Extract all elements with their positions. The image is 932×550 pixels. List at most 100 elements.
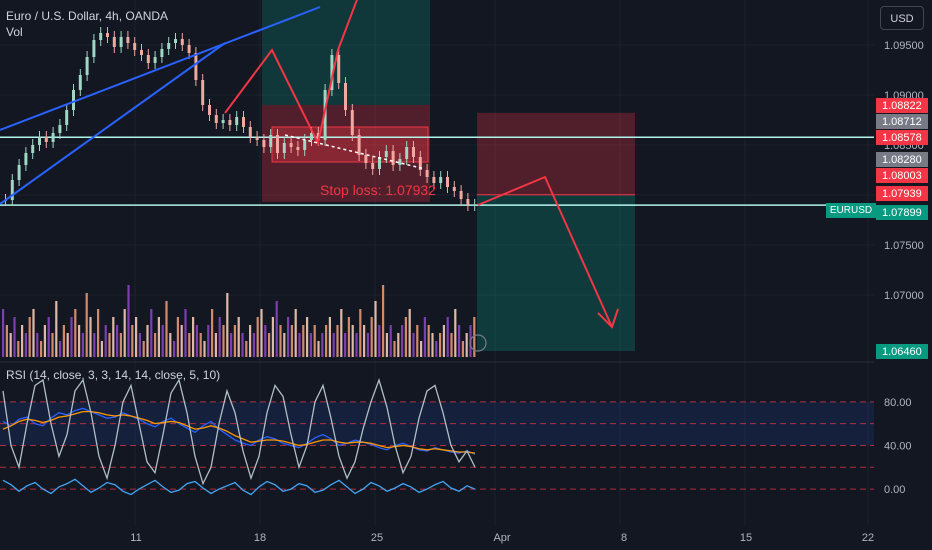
volume-bar <box>256 317 259 357</box>
volume-bar <box>370 317 373 357</box>
volume-bar <box>328 317 331 357</box>
volume-bar <box>203 341 206 357</box>
volume-bar <box>249 325 252 357</box>
price-tag-label: 1.06460 <box>882 346 922 358</box>
volume-bar <box>123 309 126 357</box>
volume-bar <box>13 317 16 357</box>
rsi-indicator-label[interactable]: RSI (14, close, 3, 3, 14, 14, close, 5, … <box>6 368 221 382</box>
volume-bar <box>59 341 62 357</box>
volume-bar <box>465 333 468 357</box>
volume-bar <box>344 333 347 357</box>
user-drawings <box>0 0 619 352</box>
volume-bar <box>188 333 191 357</box>
price-tag-label: 1.08822 <box>882 100 922 112</box>
candle-body <box>330 55 334 90</box>
candle-body <box>473 205 477 206</box>
grid-lines <box>0 0 932 525</box>
volume-bar <box>268 333 271 357</box>
candle-body <box>112 37 116 47</box>
currency-button[interactable]: USD <box>880 6 924 30</box>
volume-bar <box>93 333 96 357</box>
volume-bar <box>245 341 248 357</box>
candle-body <box>391 151 395 165</box>
volume-bar <box>226 293 229 357</box>
price-tag-label: 1.08003 <box>882 170 922 182</box>
volume-bar <box>442 325 445 357</box>
time-tick-label: Apr <box>493 532 510 544</box>
candle-body <box>58 125 62 133</box>
volume-bar <box>321 333 324 357</box>
volume-label[interactable]: Vol <box>6 25 23 39</box>
volume-bar <box>108 333 111 357</box>
volume-bar <box>127 285 130 357</box>
price-tag-box <box>876 98 928 113</box>
replay-icon <box>469 334 487 352</box>
price-tag-box <box>876 344 928 359</box>
candle-body <box>418 157 422 170</box>
candle-body <box>72 90 75 110</box>
candle-body <box>269 135 273 147</box>
volume-bar <box>70 317 73 357</box>
candle-body <box>214 115 218 123</box>
volume-bar <box>157 317 160 357</box>
volume-bar <box>119 333 122 357</box>
volume-bar <box>199 333 202 357</box>
volume-bar <box>78 325 81 357</box>
price-tag-label: 1.08578 <box>882 132 922 144</box>
volume-bar <box>43 325 46 357</box>
volume-bar <box>374 301 377 357</box>
candle-body <box>344 83 347 110</box>
volume-bar <box>237 317 240 357</box>
volume-bar <box>40 341 43 357</box>
volume-bar <box>317 341 320 357</box>
volume-bar <box>47 317 50 357</box>
volume-bar <box>195 325 198 357</box>
time-tick-label: 8 <box>621 532 627 544</box>
time-tick-label: 15 <box>740 532 752 544</box>
volume-bar <box>142 341 145 357</box>
candle-body <box>228 120 232 125</box>
volume-bar <box>104 325 107 357</box>
candle-body <box>153 57 157 63</box>
volume-bar <box>412 333 415 357</box>
symbol-title[interactable]: Euro / U.S. Dollar, 4h, OANDA <box>6 9 169 23</box>
price-tag-label: 1.08280 <box>882 154 922 166</box>
candle-body <box>459 191 463 199</box>
position-zones <box>0 0 874 351</box>
volume-bar <box>454 309 457 357</box>
volume-bar <box>435 341 438 357</box>
price-tag-box <box>876 152 928 167</box>
volume-bar <box>298 333 301 357</box>
candle-body <box>78 75 82 90</box>
volume-bar <box>154 333 157 357</box>
volume-bar <box>112 317 115 357</box>
volume-bar <box>161 325 164 357</box>
time-tick-label: 18 <box>254 532 266 544</box>
volume-bar <box>359 309 362 357</box>
candle-body <box>350 110 354 135</box>
volume-bar <box>423 317 426 357</box>
long-stop-zone <box>262 105 430 202</box>
volume-bar <box>461 341 464 357</box>
volume-bar <box>241 333 244 357</box>
volume-bar <box>131 325 134 357</box>
price-tick-label: 1.07500 <box>884 240 924 252</box>
candle-body <box>248 127 252 137</box>
candle-body <box>99 33 103 40</box>
candle-body <box>323 90 327 140</box>
volume-bar <box>416 325 419 357</box>
volume-bar <box>431 333 434 357</box>
rsi-series-line <box>2 478 476 496</box>
volume-bar <box>393 341 396 357</box>
candle-body <box>180 39 184 45</box>
axis-background <box>874 0 932 550</box>
candle-body <box>289 143 293 147</box>
volume-bar <box>222 325 225 357</box>
volume-bar <box>325 325 328 357</box>
volume-bar <box>275 301 278 357</box>
volume-bar <box>309 333 312 357</box>
candle-body <box>316 133 320 140</box>
candle-body <box>242 117 245 127</box>
volume-bar <box>169 333 172 357</box>
